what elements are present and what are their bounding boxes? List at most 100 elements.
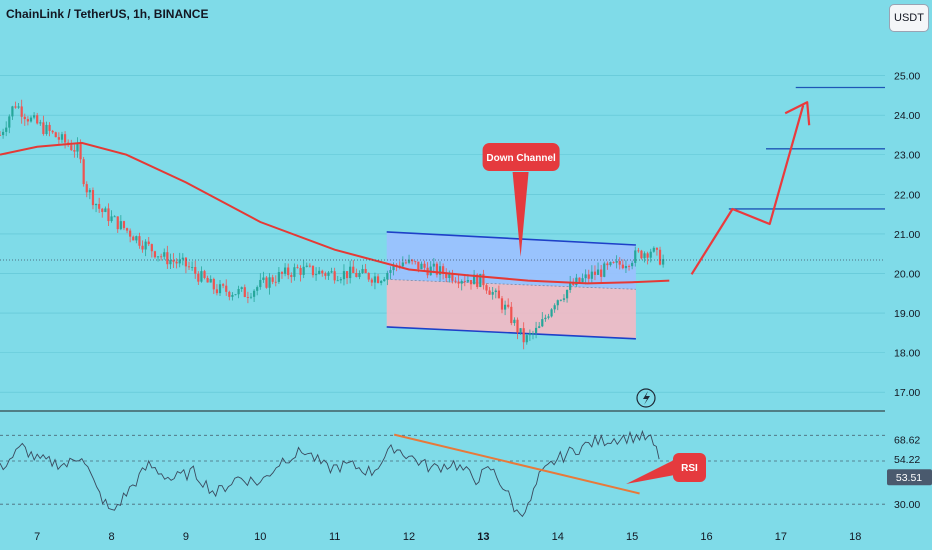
- channel-mid-line: [386, 279, 636, 290]
- lightning-icon[interactable]: [636, 388, 656, 408]
- candle-body: [231, 294, 234, 297]
- candle-body: [274, 281, 277, 283]
- candle-body: [98, 204, 101, 209]
- candle-body: [91, 190, 95, 206]
- candle-body: [494, 290, 497, 293]
- candle-body: [283, 267, 287, 274]
- candle-body: [572, 282, 575, 285]
- candle-body: [652, 247, 655, 252]
- candle-body: [352, 266, 355, 273]
- candle-body: [584, 274, 587, 279]
- y-tick-label: 18.00: [894, 348, 920, 360]
- candle-body: [296, 267, 299, 269]
- candle-body: [160, 256, 163, 258]
- candle-body: [60, 134, 64, 140]
- down-channel-label: Down Channel: [486, 153, 556, 164]
- candle-body: [302, 266, 305, 275]
- candle-body: [246, 297, 249, 298]
- x-tick-label: 17: [775, 531, 787, 543]
- y-tick-label: 20.00: [894, 268, 920, 280]
- candle-body: [290, 275, 293, 277]
- candle-body: [166, 252, 169, 265]
- moving-average-line: [0, 141, 670, 285]
- candle-body: [361, 268, 364, 273]
- candle-body: [569, 282, 572, 290]
- candle-body: [519, 328, 522, 333]
- candle-body: [417, 261, 420, 270]
- candle-body: [321, 270, 324, 274]
- candle-body: [383, 279, 386, 282]
- candle-body: [203, 271, 206, 278]
- candle-body: [256, 287, 259, 291]
- candle-body: [330, 271, 333, 273]
- candle-body: [314, 274, 318, 276]
- currency-button[interactable]: USDT: [889, 4, 929, 32]
- candle-body: [39, 122, 42, 124]
- candle-body: [42, 122, 45, 135]
- candle-body: [0, 134, 2, 136]
- candle-body: [249, 296, 253, 298]
- candle-body: [308, 265, 311, 267]
- candle-body: [531, 332, 535, 334]
- candle-body: [522, 328, 525, 343]
- candle-body: [215, 289, 219, 294]
- symbol-title: ChainLink / TetherUS, 1h, BINANCE: [6, 7, 209, 21]
- candle-body: [169, 260, 172, 265]
- candle-body: [271, 277, 274, 282]
- candle-body: [172, 260, 175, 262]
- candle-body: [479, 273, 482, 287]
- candle-body: [240, 287, 243, 290]
- candle-body: [637, 250, 640, 252]
- candle-body: [20, 106, 23, 117]
- candle-body: [287, 267, 290, 276]
- candle-body: [11, 106, 14, 117]
- candle-body: [88, 190, 91, 193]
- candle-body: [268, 277, 271, 288]
- channel-upper-line: [386, 231, 636, 246]
- x-tick-label: 7: [34, 531, 40, 543]
- candle-body: [655, 247, 659, 250]
- candle-body: [318, 270, 321, 275]
- candle-body: [305, 265, 308, 267]
- candle-body: [556, 300, 559, 306]
- candle-body: [575, 277, 578, 285]
- x-tick-label: 18: [849, 531, 861, 543]
- y-tick-label: 19.00: [894, 308, 920, 320]
- candle-body: [603, 263, 606, 277]
- candle-body: [631, 262, 634, 267]
- candle-body: [435, 263, 439, 275]
- candle-body: [525, 335, 528, 343]
- candle-body: [606, 263, 609, 266]
- candle-body: [389, 270, 392, 273]
- candle-body: [94, 204, 98, 206]
- candle-body: [76, 143, 79, 152]
- candle-body: [153, 251, 157, 258]
- candle-body: [640, 250, 643, 259]
- callout-pointer: [512, 172, 529, 257]
- rsi-callout[interactable]: [673, 453, 706, 482]
- candle-body: [234, 294, 237, 296]
- candle-body: [590, 271, 593, 279]
- x-tick-label: 9: [183, 531, 189, 543]
- candle-body: [119, 221, 122, 230]
- down-channel-callout[interactable]: [482, 143, 560, 171]
- candle-body: [132, 236, 135, 241]
- candle-body: [116, 216, 119, 230]
- candle-body: [265, 277, 268, 288]
- candle-body: [497, 290, 500, 299]
- candle-body: [420, 263, 423, 270]
- rsi-value-tag: [887, 469, 932, 486]
- candle-body: [476, 274, 479, 287]
- x-tick-label: 16: [700, 531, 712, 543]
- candle-body: [358, 272, 361, 278]
- candle-body: [609, 262, 612, 266]
- price-axis[interactable]: [885, 0, 932, 550]
- y-tick-label: 21.00: [894, 229, 920, 241]
- candle-body: [299, 267, 302, 275]
- candle-body: [194, 267, 197, 274]
- lightning-icon-bolt: [643, 391, 650, 405]
- candle-body: [54, 132, 57, 138]
- candle-body: [45, 124, 48, 135]
